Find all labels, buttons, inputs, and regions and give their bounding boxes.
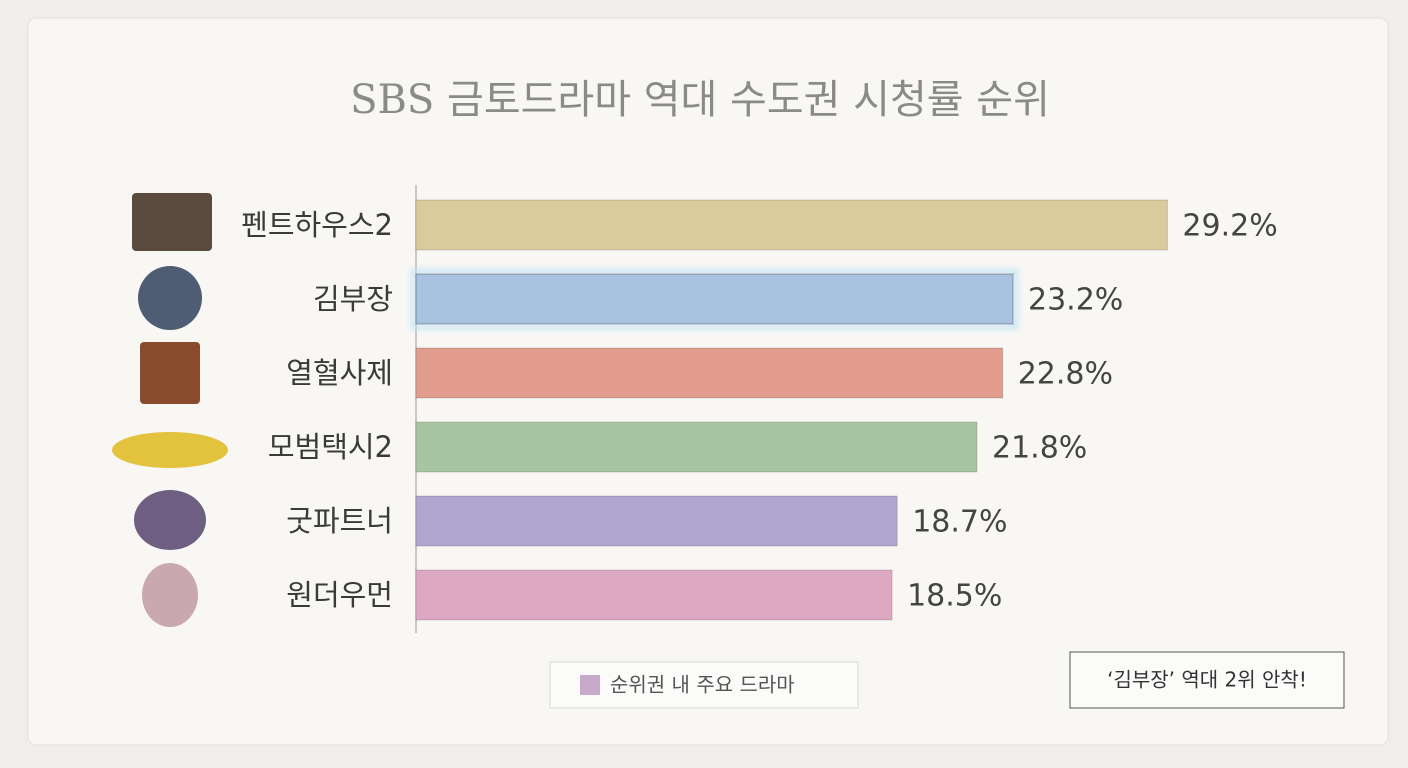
category-label: 김부장 <box>313 282 393 316</box>
category-label: 펜트하우스2 <box>241 208 393 242</box>
thumbnail <box>132 193 212 251</box>
value-label: 21.8% <box>992 431 1087 466</box>
category-label: 원더우먼 <box>286 578 393 612</box>
chart-title: SBS 금토드라마 역대 수도권 시청률 순위 <box>350 77 1050 123</box>
legend-label: 순위권 내 주요 드라마 <box>610 673 795 697</box>
thumbnail <box>112 432 228 468</box>
value-label: 22.8% <box>1018 357 1113 392</box>
bar <box>415 199 1168 251</box>
bar <box>415 273 1015 325</box>
category-label: 굿파트너 <box>286 504 393 538</box>
value-label: 18.5% <box>907 579 1002 614</box>
value-label: 23.2% <box>1028 283 1123 318</box>
value-label: 18.7% <box>912 505 1007 540</box>
legend-swatch <box>580 675 600 695</box>
bar <box>415 421 978 473</box>
annotation-box <box>1069 651 1345 709</box>
annotation: ‘김부장’ 역대 2위 안착! <box>1107 668 1307 692</box>
thumbnails <box>112 193 228 627</box>
category-label: 열혈사제 <box>286 356 393 390</box>
bar-glow <box>411 269 1019 329</box>
bar <box>415 569 893 621</box>
thumbnail <box>138 266 202 330</box>
thumbnail <box>142 563 198 627</box>
bar <box>415 495 898 547</box>
bar <box>415 347 1004 399</box>
thumbnail <box>140 342 200 404</box>
thumbnail <box>134 490 206 550</box>
value-label: 29.2% <box>1182 209 1277 244</box>
legend <box>549 661 859 709</box>
category-label: 모범택시2 <box>268 430 393 464</box>
